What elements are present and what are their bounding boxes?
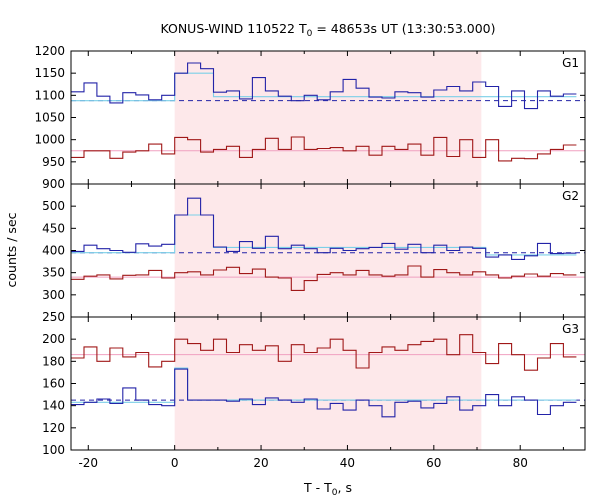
panel-g1: 900 950 1000 1050 1100 1150 1200 G1 bbox=[34, 44, 586, 191]
plot-area bbox=[71, 62, 585, 162]
xlabel-main: T - T bbox=[303, 480, 332, 495]
shaded-interval bbox=[174, 184, 482, 317]
x-tick-label: 20 bbox=[253, 456, 268, 470]
plot-area bbox=[71, 197, 585, 291]
xlabel-subscript: 0 bbox=[332, 488, 338, 498]
x-tick-label: -20 bbox=[78, 456, 98, 470]
y-tick-label: 350 bbox=[42, 266, 65, 280]
x-tick-label: 60 bbox=[426, 456, 441, 470]
y-tick-label: 140 bbox=[42, 399, 65, 413]
y-tick-label: 120 bbox=[42, 421, 65, 435]
x-tick-label: 0 bbox=[171, 456, 179, 470]
series-dark-blue-step bbox=[71, 62, 577, 110]
series-light-blue-step bbox=[71, 72, 577, 102]
y-axis-title: counts / sec bbox=[4, 212, 19, 287]
y-tick-label: 300 bbox=[42, 288, 65, 302]
y-tick-label: 500 bbox=[42, 199, 65, 213]
series-dark-blue-step bbox=[71, 197, 577, 260]
panel-label: G3 bbox=[562, 322, 579, 336]
shaded-interval bbox=[174, 51, 482, 184]
y-tick-label: 180 bbox=[42, 354, 65, 368]
y-tick-label: 450 bbox=[42, 221, 65, 235]
series-dark-red-step bbox=[71, 334, 577, 371]
y-tick-label: 1100 bbox=[34, 88, 65, 102]
y-tick-label: 100 bbox=[42, 443, 65, 457]
y-tick-label: 1200 bbox=[34, 44, 65, 58]
y-tick-label: 900 bbox=[42, 177, 65, 191]
series-dark-blue-step bbox=[71, 368, 577, 418]
y-tick-label: 400 bbox=[42, 244, 65, 258]
panel-g2: 250 300 350 400 450 500 G2 bbox=[42, 183, 586, 324]
xlabel-rest: , s bbox=[338, 480, 352, 495]
series-light-blue-step bbox=[71, 367, 577, 403]
x-tick-label: 40 bbox=[340, 456, 355, 470]
y-tick-label: 950 bbox=[42, 155, 65, 169]
y-tick-label: 1050 bbox=[34, 111, 65, 125]
shaded-interval bbox=[174, 317, 482, 450]
y-tick-label: 200 bbox=[42, 332, 65, 346]
series-dark-red-step bbox=[71, 265, 577, 291]
panels-group: 90095010001050110011501200G1250300350400… bbox=[34, 44, 586, 470]
y-tick-label: 160 bbox=[42, 377, 65, 391]
title-main: KONUS-WIND 110522 T bbox=[160, 21, 306, 36]
x-axis-title: T - T0, s bbox=[303, 480, 352, 498]
panel-g3: 100 120 140 160 180 200 G3 -20 0 20 40 60 80 bbox=[42, 316, 586, 470]
panel-label: G1 bbox=[562, 56, 579, 70]
plot-area bbox=[71, 334, 585, 418]
series-dark-red-step bbox=[71, 136, 577, 162]
panel-label: G2 bbox=[562, 189, 579, 203]
y-tick-label: 1150 bbox=[34, 66, 65, 80]
title-subscript: 0 bbox=[307, 29, 313, 39]
y-tick-label: 1000 bbox=[34, 133, 65, 147]
chart-title: KONUS-WIND 110522 T0 = 48653s UT (13:30:… bbox=[160, 21, 495, 39]
x-tick-label: 80 bbox=[513, 456, 528, 470]
y-tick-label: 250 bbox=[42, 310, 65, 324]
title-rest: = 48653s UT (13:30:53.000) bbox=[312, 21, 495, 36]
